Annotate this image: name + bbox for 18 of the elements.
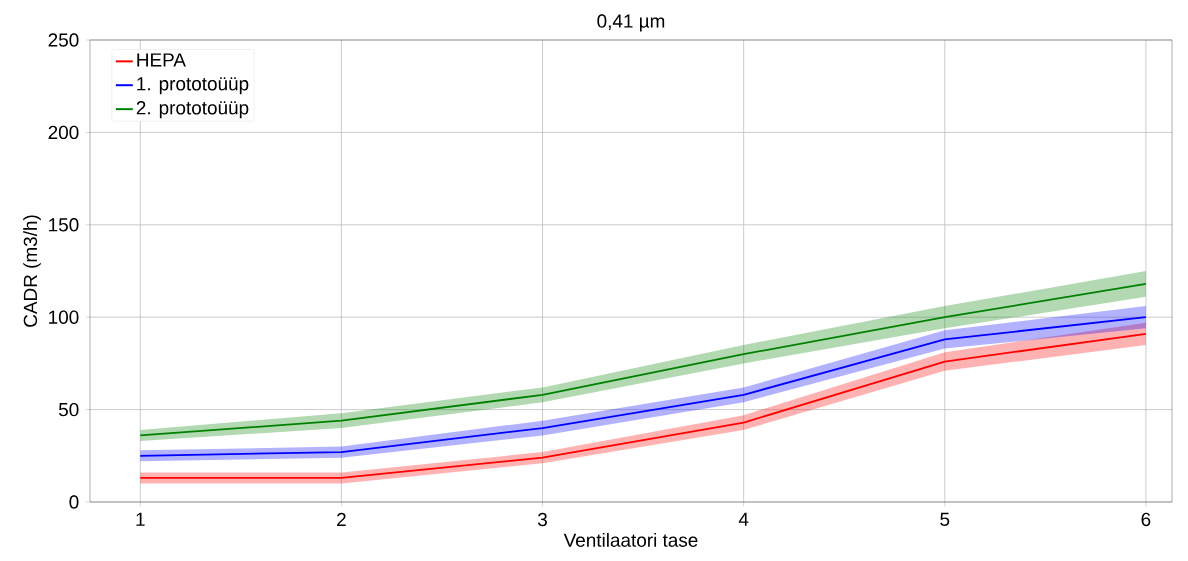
legend-label: HEPA [137, 53, 186, 67]
y-tick-label: 200 [48, 125, 79, 140]
x-tick-label: 6 [1141, 512, 1151, 527]
y-tick-label: 150 [49, 218, 79, 232]
x-tick-label: 4 [738, 512, 749, 526]
y-tick-label: 100 [49, 310, 79, 324]
y-tick-label: 50 [58, 402, 79, 417]
x-tick-label: 2 [337, 512, 346, 526]
x-tick-label: 3 [537, 512, 547, 527]
y-tick-label: 250 [48, 33, 79, 47]
x-axis-title: Ventilaatori tase [563, 532, 698, 547]
x-tick-label: 1 [136, 512, 145, 526]
y-tick-label: 0 [69, 495, 79, 509]
y-axis-title: CADR (m3/h) [23, 215, 41, 327]
x-tick-label: 5 [940, 512, 950, 526]
legend-label: 1. prototoüüp [137, 77, 249, 95]
chart-title: 0,41 µm [597, 14, 665, 32]
legend-label: 2. prototoüüp [136, 101, 249, 119]
